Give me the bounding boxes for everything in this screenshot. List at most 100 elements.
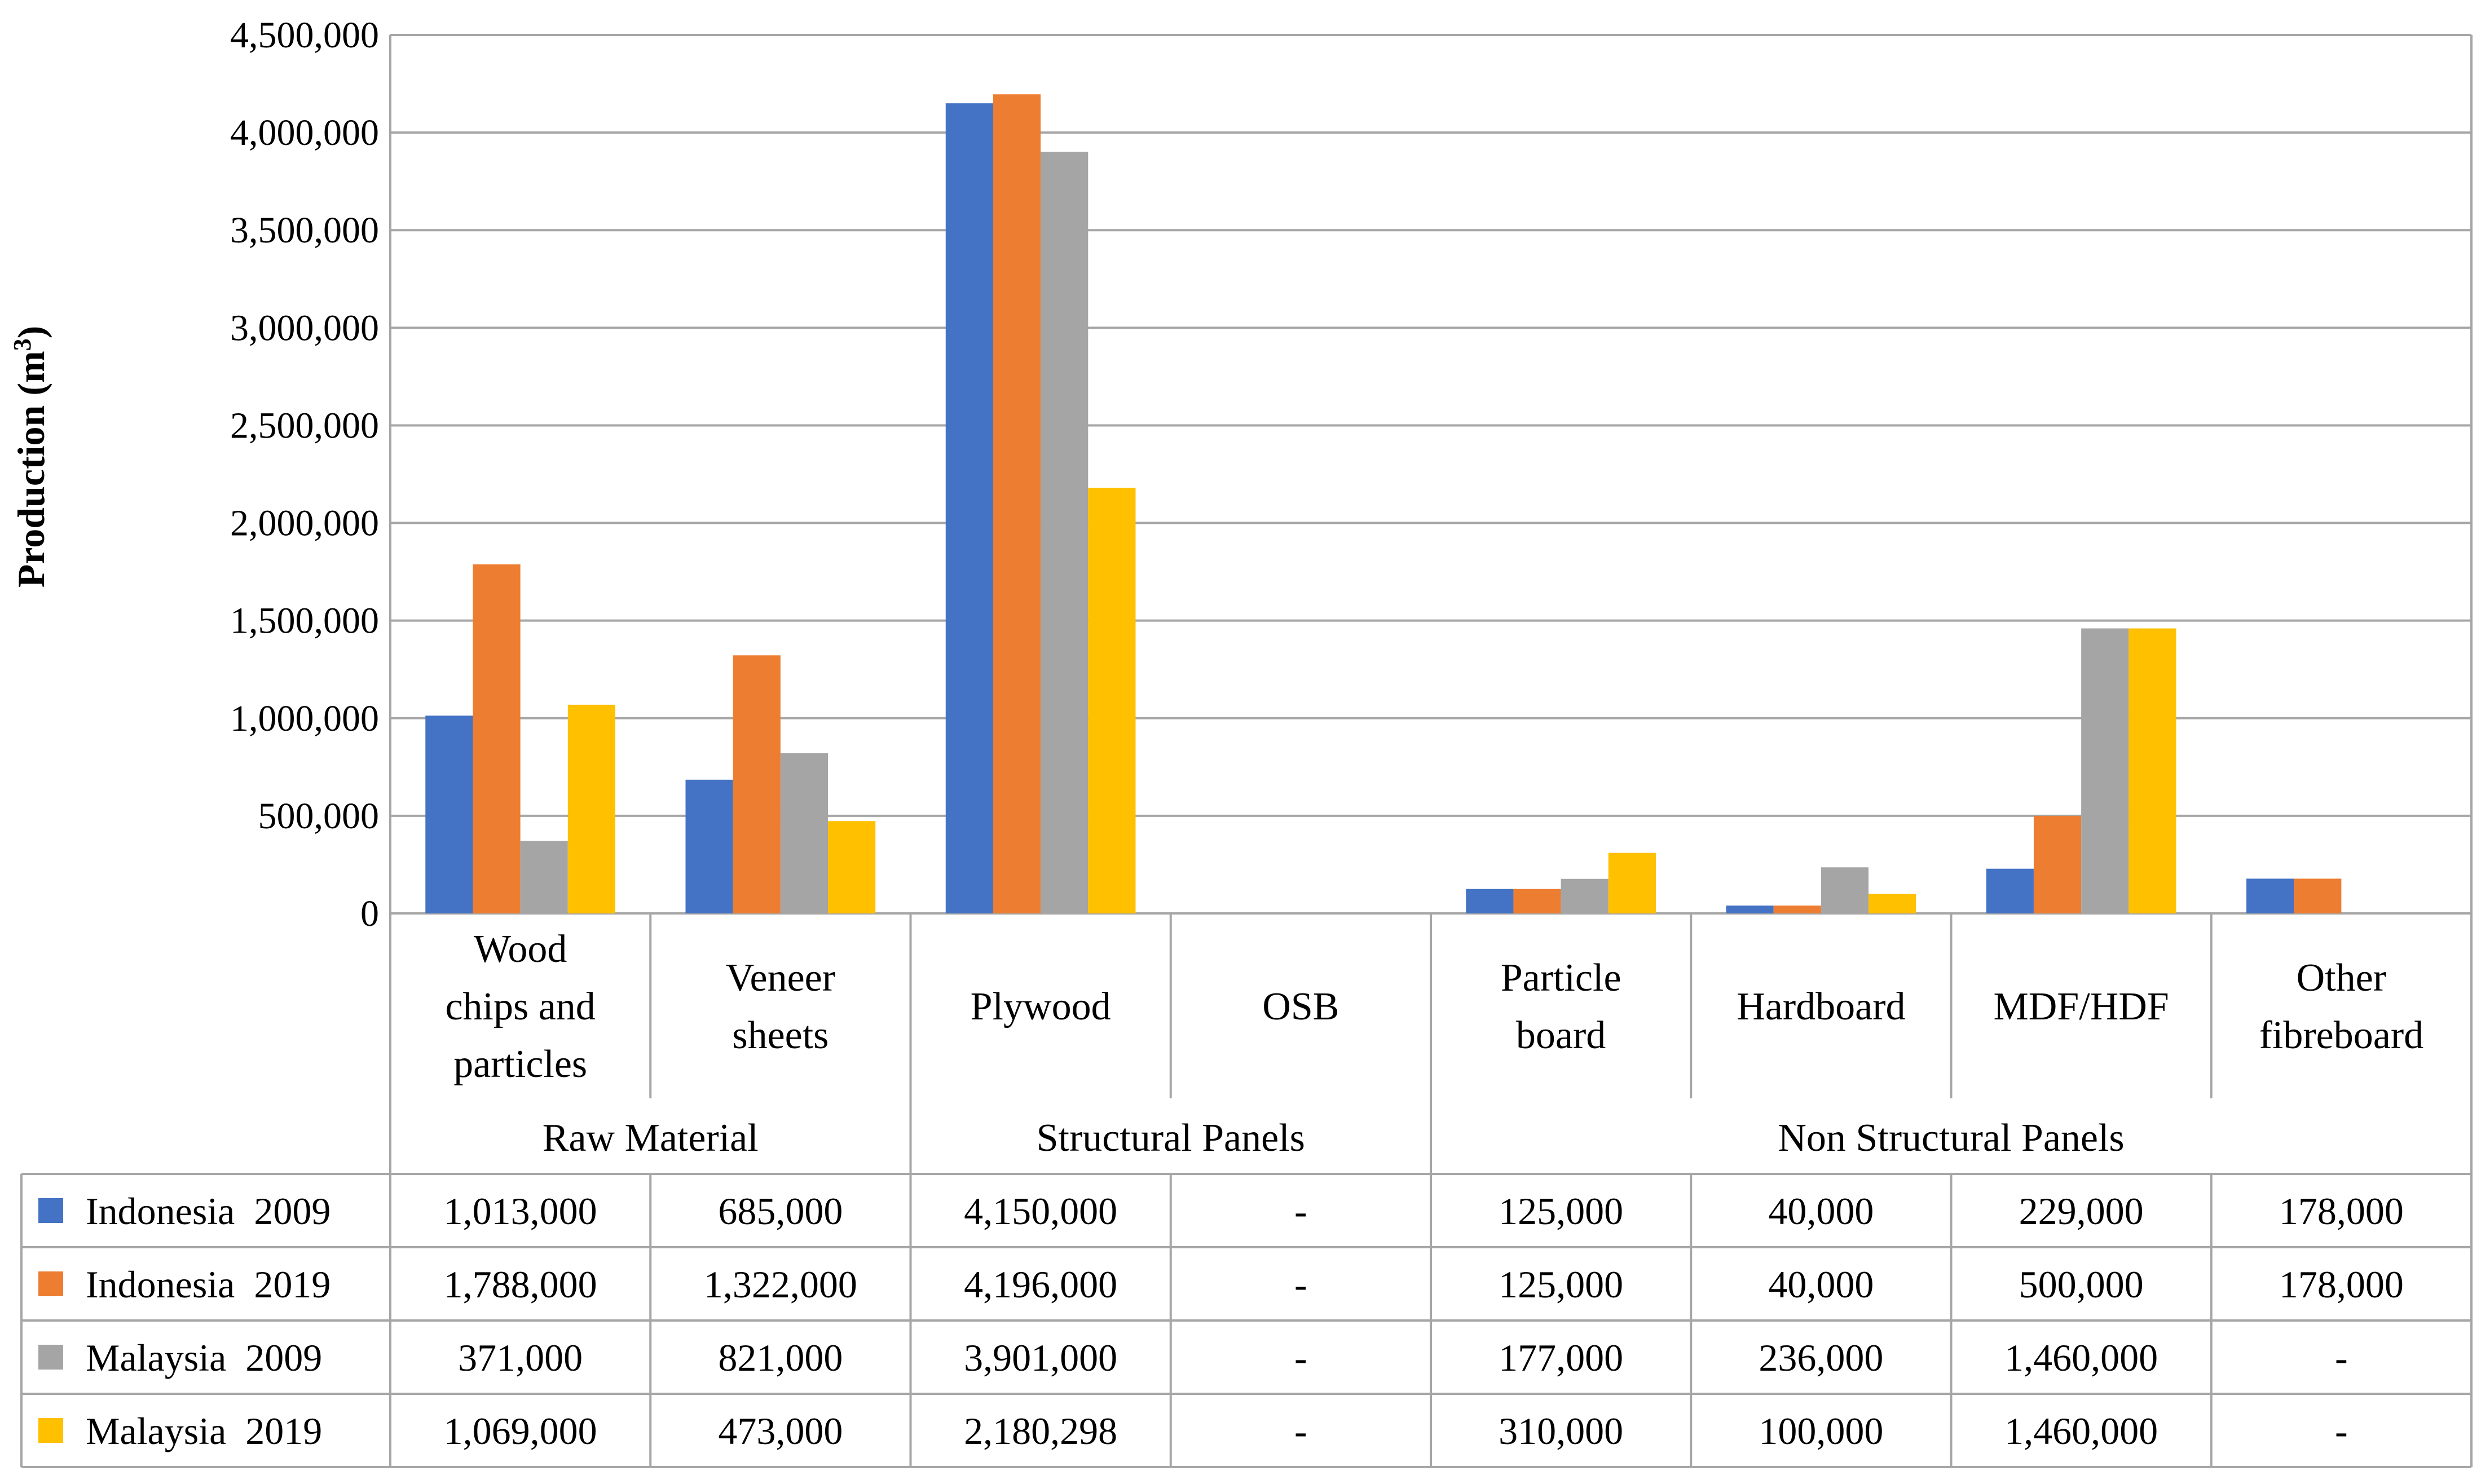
bar-malaysia-2019-wood-chips-and-particles: [567, 704, 615, 913]
bar-indonesia-2009-particle-board: [1466, 889, 1514, 913]
group-label-raw-material: Raw Material: [543, 1116, 759, 1160]
data-table: Wood chips and particles Veneer sheets Plywoo…: [20, 913, 2473, 1468]
bar-layer: [425, 94, 2342, 914]
bar-malaysia-2009-hardboard: [1821, 867, 1869, 913]
table-cell-malaysia-2019-veneer-sheets: 473,000: [718, 1410, 843, 1452]
table-cell-indonesia-2019-mdf-hdf: 500,000: [2019, 1263, 2144, 1306]
category-label-mdf-hdf-line-0: MDF/HDF: [1994, 985, 2169, 1028]
legend-swatch-malaysia-2019: [38, 1418, 63, 1443]
group-label-non-structural-panels: Non Structural Panels: [1778, 1116, 2124, 1160]
y-tick-label-0: 0: [360, 893, 379, 934]
table-cell-malaysia-2009-hardboard: 236,000: [1759, 1336, 1883, 1379]
bar-malaysia-2009-wood-chips-and-particles: [520, 841, 568, 913]
category-label-wood-chips-and-particles-line-1: chips and: [445, 985, 595, 1028]
y-tick-label-2: 1,000,000: [230, 698, 379, 739]
bar-malaysia-2019-veneer-sheets: [828, 821, 876, 913]
legend-label-malaysia-2009: Malaysia 2009: [86, 1336, 322, 1379]
category-label-veneer-sheets-line-0: Veneer: [726, 956, 835, 1000]
bar-indonesia-2019-other-fibreboard: [2294, 878, 2342, 913]
bar-indonesia-2019-hardboard: [1773, 906, 1821, 913]
bar-indonesia-2019-plywood: [993, 94, 1041, 913]
legend-label-malaysia-2019: Malaysia 2019: [86, 1410, 322, 1452]
bar-indonesia-2019-particle-board: [1513, 889, 1561, 913]
table-cell-malaysia-2009-plywood: 3,901,000: [964, 1336, 1117, 1379]
table-cell-malaysia-2019-plywood: 2,180,298: [964, 1410, 1117, 1452]
y-tick-label-8: 4,000,000: [230, 112, 379, 153]
table-cell-malaysia-2019-particle-board: 310,000: [1499, 1410, 1623, 1452]
y-tick-label-1: 500,000: [258, 796, 380, 837]
category-label-other-fibreboard-line-1: fibreboard: [2259, 1014, 2424, 1057]
table-cell-indonesia-2009-hardboard: 40,000: [1768, 1190, 1874, 1233]
table-cell-indonesia-2019-wood-chips-and-particles: 1,788,000: [444, 1263, 597, 1306]
table-cell-indonesia-2019-other-fibreboard: 178,000: [2279, 1263, 2404, 1306]
y-tick-label-6: 3,000,000: [230, 307, 379, 348]
bar-indonesia-2019-veneer-sheets: [733, 655, 781, 913]
table-cell-indonesia-2009-particle-board: 125,000: [1499, 1190, 1623, 1233]
bar-indonesia-2009-mdf-hdf: [1986, 868, 2034, 913]
y-tick-label-7: 3,500,000: [230, 210, 379, 251]
table-cell-malaysia-2009-wood-chips-and-particles: 371,000: [458, 1336, 583, 1379]
bar-indonesia-2019-wood-chips-and-particles: [473, 564, 521, 913]
category-label-osb-line-0: OSB: [1262, 985, 1339, 1028]
category-label-particle-board-line-0: Particle: [1501, 956, 1621, 1000]
table-cell-malaysia-2009-veneer-sheets: 821,000: [718, 1336, 843, 1379]
table-cell-indonesia-2009-osb: -: [1294, 1190, 1307, 1233]
bar-malaysia-2019-mdf-hdf: [2129, 628, 2176, 913]
table-cell-indonesia-2019-osb: -: [1294, 1263, 1307, 1306]
table-cell-malaysia-2009-mdf-hdf: 1,460,000: [2004, 1336, 2158, 1379]
table-cell-indonesia-2009-plywood: 4,150,000: [964, 1190, 1117, 1233]
table-cell-indonesia-2019-particle-board: 125,000: [1499, 1263, 1623, 1306]
table-cell-malaysia-2019-mdf-hdf: 1,460,000: [2004, 1410, 2158, 1452]
table-cell-indonesia-2009-mdf-hdf: 229,000: [2019, 1190, 2144, 1233]
bar-malaysia-2019-plywood: [1088, 488, 1136, 913]
table-cell-indonesia-2009-wood-chips-and-particles: 1,013,000: [444, 1190, 597, 1233]
category-label-wood-chips-and-particles-line-2: particles: [453, 1043, 587, 1086]
y-tick-label-4: 2,000,000: [230, 503, 379, 544]
legend-swatch-indonesia-2009: [38, 1198, 63, 1223]
bar-indonesia-2009-veneer-sheets: [685, 779, 733, 913]
category-label-wood-chips-and-particles-line-0: Wood: [474, 928, 567, 971]
y-tick-label-5: 2,500,000: [230, 405, 379, 446]
bar-indonesia-2009-hardboard: [1726, 906, 1774, 913]
category-label-hardboard-line-0: Hardboard: [1737, 985, 1905, 1028]
legend-label-indonesia-2019: Indonesia 2019: [86, 1263, 330, 1306]
bar-malaysia-2009-particle-board: [1561, 878, 1609, 913]
table-cell-malaysia-2009-other-fibreboard: -: [2335, 1336, 2348, 1379]
bar-malaysia-2019-hardboard: [1869, 894, 1916, 913]
table-cell-indonesia-2009-veneer-sheets: 685,000: [718, 1190, 843, 1233]
y-tick-label-9: 4,500,000: [230, 15, 379, 56]
legend-swatch-malaysia-2009: [38, 1345, 63, 1370]
category-label-particle-board-line-1: board: [1516, 1014, 1606, 1057]
bar-malaysia-2009-mdf-hdf: [2081, 628, 2129, 913]
bar-malaysia-2009-plywood: [1041, 152, 1089, 914]
table-cell-indonesia-2019-hardboard: 40,000: [1768, 1263, 1874, 1306]
table-cell-malaysia-2019-wood-chips-and-particles: 1,069,000: [444, 1410, 597, 1452]
table-cell-malaysia-2019-hardboard: 100,000: [1759, 1410, 1883, 1452]
y-axis-label-text: Production (m: [10, 351, 52, 588]
category-label-veneer-sheets-line-1: sheets: [732, 1014, 829, 1057]
table-cell-malaysia-2019-osb: -: [1294, 1410, 1307, 1452]
bar-indonesia-2009-other-fibreboard: [2246, 878, 2294, 913]
bar-malaysia-2019-particle-board: [1608, 853, 1656, 913]
legend-swatch-indonesia-2019: [38, 1271, 63, 1296]
y-axis-tick-labels: 0 500,000 1,000,000 1,500,000 2,000,000 2,500…: [230, 15, 379, 934]
bar-malaysia-2009-veneer-sheets: [780, 753, 829, 913]
category-label-plywood-line-0: Plywood: [971, 985, 1111, 1028]
y-axis-label-superscript: 3: [8, 338, 36, 351]
table-cell-malaysia-2009-particle-board: 177,000: [1499, 1336, 1623, 1379]
table-cell-indonesia-2019-veneer-sheets: 1,322,000: [704, 1263, 857, 1306]
category-label-other-fibreboard-line-0: Other: [2297, 956, 2386, 1000]
group-label-structural-panels: Structural Panels: [1037, 1116, 1305, 1160]
table-cell-malaysia-2009-osb: -: [1294, 1336, 1307, 1379]
table-cell-indonesia-2009-other-fibreboard: 178,000: [2279, 1190, 2404, 1233]
table-cell-malaysia-2019-other-fibreboard: -: [2335, 1410, 2348, 1452]
legend-label-indonesia-2009: Indonesia 2009: [86, 1190, 330, 1233]
y-axis-label: Production (m3): [8, 326, 52, 588]
y-axis-label-close: ): [10, 326, 52, 339]
bar-indonesia-2009-wood-chips-and-particles: [425, 716, 473, 913]
bar-indonesia-2019-mdf-hdf: [2033, 815, 2082, 913]
y-tick-label-3: 1,500,000: [230, 600, 379, 642]
table-cell-indonesia-2019-plywood: 4,196,000: [964, 1263, 1117, 1306]
bar-indonesia-2009-plywood: [945, 103, 993, 914]
